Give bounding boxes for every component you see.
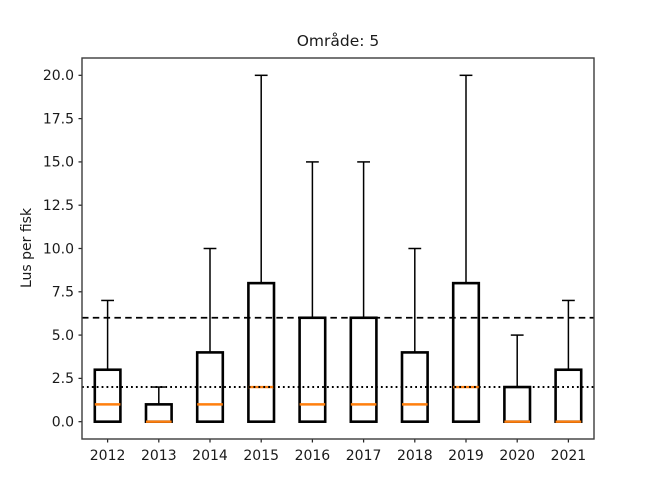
chart-title: Område: 5: [297, 32, 380, 50]
x-tick-label: 2019: [448, 448, 484, 464]
y-tick-label: 2.5: [52, 371, 74, 387]
x-tick-label: 2013: [141, 448, 177, 464]
y-tick-label: 17.5: [43, 111, 74, 127]
boxplot-2014: [195, 247, 225, 423]
boxplot-2015: [247, 74, 276, 423]
boxplot-2016: [298, 161, 327, 423]
boxplot-2012: [93, 299, 122, 423]
y-tick-label: 7.5: [52, 285, 74, 301]
boxes-layer: [93, 74, 583, 423]
boxplot-2019: [451, 74, 481, 423]
x-tick-label: 2016: [295, 448, 331, 464]
boxplot-2017: [349, 161, 378, 423]
box-iqr: [93, 368, 122, 423]
boxplot-2020: [503, 334, 532, 423]
box-iqr: [554, 368, 583, 423]
y-tick-label: 0.0: [52, 414, 74, 430]
axes-layer: 0.0 2.5 5.0 7.5 10.0 12.5 15.0 17.5 20.0 2012 2013…: [43, 68, 586, 464]
boxplot-2013: [144, 386, 173, 423]
x-tick-label: 2015: [243, 448, 279, 464]
x-tick-label: 2012: [90, 448, 126, 464]
x-tick-label: 2021: [551, 448, 587, 464]
y-tick-label: 5.0: [52, 328, 74, 344]
y-tick-label: 10.0: [43, 241, 74, 257]
box-iqr: [349, 316, 378, 423]
boxplot-2018: [400, 247, 429, 423]
box-iqr: [298, 316, 327, 423]
box-iqr: [247, 281, 276, 423]
box-iqr: [195, 351, 225, 423]
box-iqr: [451, 281, 481, 423]
x-tick-label: 2017: [346, 448, 382, 464]
x-tick-label: 2018: [397, 448, 433, 464]
y-tick-label: 20.0: [43, 68, 74, 84]
plot-border: [81, 57, 595, 440]
x-tick-label: 2014: [192, 448, 228, 464]
boxplot-2021: [554, 299, 583, 423]
y-axis-title: Lus per fisk: [19, 207, 35, 288]
y-tick-label: 15.0: [43, 155, 74, 171]
x-tick-label: 2020: [499, 448, 535, 464]
box-iqr: [503, 385, 532, 423]
y-tick-label: 12.5: [43, 198, 74, 214]
box-iqr: [144, 403, 173, 423]
reference-lines-layer: [82, 316, 594, 389]
